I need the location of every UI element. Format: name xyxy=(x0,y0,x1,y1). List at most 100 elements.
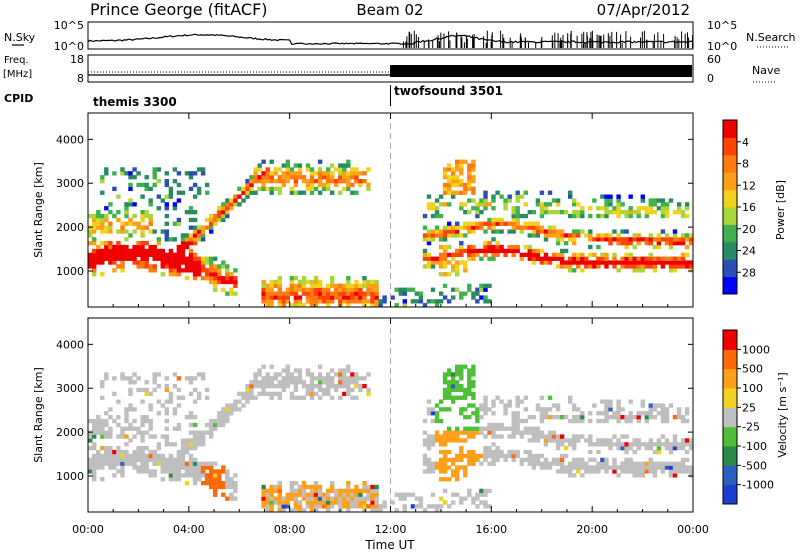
power-cell xyxy=(172,268,178,273)
velocity-cell xyxy=(539,434,545,439)
velocity-cell xyxy=(495,422,500,428)
power-cell xyxy=(92,221,97,226)
velocity-cell xyxy=(313,496,319,501)
power-cell xyxy=(261,279,266,285)
power-cell xyxy=(249,186,254,191)
velocity-cell xyxy=(644,411,649,416)
colorbar-tick-label: 25 xyxy=(742,401,756,414)
power-cell xyxy=(604,194,609,199)
velocity-cell xyxy=(434,504,440,509)
velocity-cell xyxy=(164,384,169,389)
power-cell xyxy=(338,175,343,180)
power-cell xyxy=(253,175,258,180)
power-cell xyxy=(140,260,145,265)
velocity-cell xyxy=(475,415,480,420)
velocity-cell xyxy=(632,449,637,455)
velocity-cell xyxy=(225,418,230,424)
cpid-segment-1: themis 3300 xyxy=(93,95,177,109)
velocity-cell xyxy=(442,461,448,466)
velocity-cell xyxy=(285,380,290,385)
velocity-cell xyxy=(471,395,476,400)
velocity-cell xyxy=(289,376,295,381)
power-cell xyxy=(563,210,569,215)
power-cell xyxy=(120,268,125,273)
velocity-cell xyxy=(334,500,339,505)
power-cell xyxy=(96,221,101,226)
velocity-cell xyxy=(620,407,625,412)
power-cell xyxy=(140,244,145,250)
velocity-cell xyxy=(422,438,428,443)
velocity-cell xyxy=(459,438,464,443)
power-cell xyxy=(200,276,206,281)
power-cell xyxy=(148,186,153,191)
power-cell xyxy=(289,175,295,180)
power-cell xyxy=(330,190,335,195)
power-cell xyxy=(451,229,456,234)
velocity-cell xyxy=(277,380,282,385)
power-cell xyxy=(334,283,339,288)
velocity-cell xyxy=(535,457,541,462)
power-cell xyxy=(309,182,315,188)
velocity-cell xyxy=(100,395,105,400)
power-cell xyxy=(297,163,303,168)
velocity-cell xyxy=(535,461,541,466)
power-cell xyxy=(576,264,581,269)
velocity-cell xyxy=(164,438,169,443)
power-cell xyxy=(124,229,129,234)
velocity-cell xyxy=(471,426,476,431)
velocity-cell xyxy=(370,504,375,509)
velocity-cell xyxy=(184,442,190,447)
velocity-cell xyxy=(261,384,266,389)
velocity-cell xyxy=(572,461,577,466)
power-cell xyxy=(547,210,553,215)
power-cell xyxy=(350,295,355,300)
power-cell xyxy=(640,194,645,199)
power-cell xyxy=(418,291,424,296)
velocity-cell xyxy=(128,422,133,428)
power-cell xyxy=(176,248,182,254)
velocity-cell xyxy=(172,457,178,462)
velocity-cell xyxy=(471,500,476,505)
power-cell xyxy=(96,260,101,265)
velocity-cell xyxy=(140,469,145,474)
velocity-cell xyxy=(313,504,319,509)
velocity-cell xyxy=(378,504,383,509)
velocity-cell xyxy=(628,469,633,474)
nsky-series xyxy=(87,30,694,48)
power-cell xyxy=(652,264,658,269)
velocity-cell xyxy=(483,449,488,455)
colorbar-swatch xyxy=(723,172,737,191)
velocity-cell xyxy=(620,442,625,447)
velocity-cell xyxy=(648,403,653,408)
power-cell xyxy=(515,190,520,195)
velocity-cell xyxy=(217,477,222,482)
power-cell xyxy=(309,171,315,176)
power-cell xyxy=(479,210,484,215)
power-cell xyxy=(656,206,662,211)
power-cell xyxy=(350,287,355,292)
power-cell xyxy=(338,283,343,288)
power-cell xyxy=(209,213,214,219)
power-cell xyxy=(572,233,577,238)
velocity-cell xyxy=(555,461,561,466)
power-cell xyxy=(430,260,436,265)
power-cell xyxy=(277,276,282,281)
power-cell xyxy=(140,225,145,230)
power-cell xyxy=(547,225,553,230)
velocity-cell xyxy=(330,376,335,381)
velocity-cell xyxy=(184,446,190,451)
power-cell xyxy=(628,252,633,257)
velocity-cell xyxy=(455,384,460,389)
velocity-cell xyxy=(628,442,633,447)
power-cell xyxy=(112,186,117,191)
power-cell xyxy=(358,295,363,300)
velocity-cell xyxy=(188,469,194,474)
velocity-cell xyxy=(164,411,169,416)
power-cell xyxy=(511,244,516,250)
velocity-cell xyxy=(684,449,690,455)
power-cell xyxy=(112,256,117,261)
power-cell xyxy=(273,186,278,191)
velocity-cell xyxy=(596,442,601,447)
power-cell xyxy=(442,272,448,277)
velocity-cell xyxy=(277,508,282,513)
